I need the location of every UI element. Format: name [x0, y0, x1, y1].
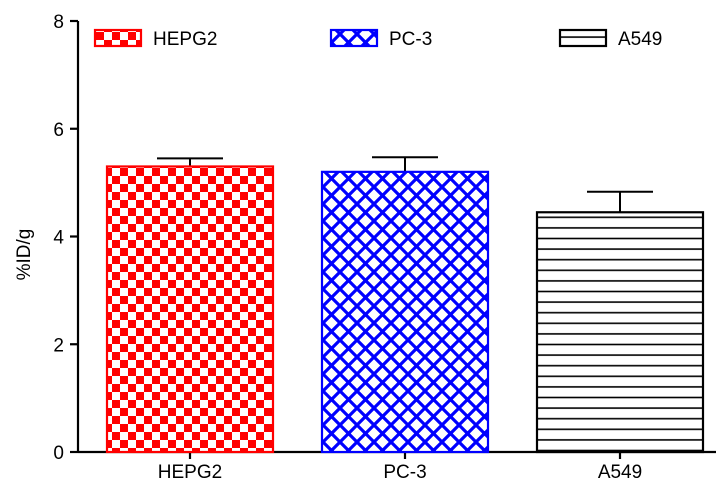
- y-tick-label: 0: [53, 443, 64, 464]
- x-tick-label-a549: A549: [598, 462, 642, 482]
- y-axis-title: %ID/g: [14, 229, 35, 281]
- legend-item-pc-3: PC-3: [329, 28, 432, 50]
- y-tick-label: 8: [53, 12, 64, 33]
- legend-swatch-pc-3: [329, 28, 379, 48]
- legend-item-hepg2: HEPG2: [93, 28, 217, 50]
- legend-label-hepg2: HEPG2: [153, 29, 217, 50]
- legend-swatch-hepg2: [93, 28, 143, 48]
- bar-hepg2: [105, 165, 275, 454]
- y-tick-label: 6: [53, 120, 64, 141]
- legend-label-a549: A549: [618, 29, 662, 50]
- legend-label-pc-3: PC-3: [389, 29, 432, 50]
- x-tick-label-pc-3: PC-3: [383, 462, 426, 482]
- y-tick-label: 2: [53, 335, 64, 356]
- y-tick-label: 4: [53, 228, 64, 249]
- legend-swatch-a549: [558, 28, 608, 48]
- legend-item-a549: A549: [558, 28, 662, 50]
- bar-pc-3: [320, 170, 490, 454]
- x-tick-label-hepg2: HEPG2: [158, 462, 222, 482]
- bar-a549: [535, 211, 705, 454]
- bars: [105, 156, 705, 454]
- legend: HEPG2 PC-3 A549: [93, 28, 662, 50]
